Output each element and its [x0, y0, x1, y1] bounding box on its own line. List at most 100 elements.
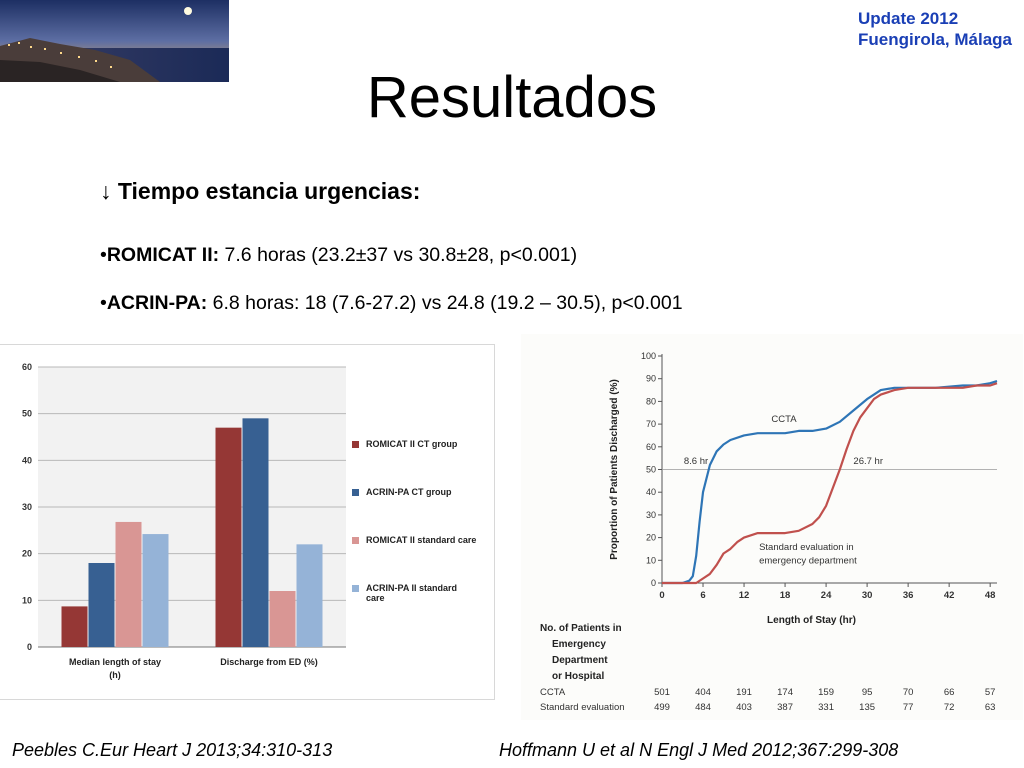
table-cell: 404: [695, 687, 711, 698]
bar: [242, 418, 269, 647]
bar: [142, 534, 169, 647]
legend-swatch: [352, 537, 359, 544]
x-tick-label: 0: [659, 590, 664, 601]
bullet-romicat-text: 7.6 horas (23.2±37 vs 30.8±28, p<0.001): [219, 244, 578, 266]
citation-left: Peebles C.Eur Heart J 2013;34:310-313: [12, 740, 333, 760]
bullet-romicat: •ROMICAT II: 7.6 horas (23.2±37 vs 30.8±…: [100, 244, 578, 266]
x-tick-label: 12: [739, 590, 750, 601]
table-title-line: or Hospital: [552, 671, 604, 682]
header-photo: [0, 0, 229, 82]
table-cell: 501: [654, 687, 670, 698]
table-title-line: Department: [552, 655, 608, 666]
update-location: Fuengirola, Málaga: [858, 30, 1012, 49]
x-tick-label: 18: [780, 590, 791, 601]
x-category-label: Discharge from ED (%): [220, 657, 318, 667]
annotation-ccta-median: 8.6 hr: [684, 456, 708, 467]
table-row-label: Standard evaluation: [540, 702, 625, 713]
section-heading: ↓ Tiempo estancia urgencias:: [100, 178, 420, 205]
down-arrow-icon: ↓: [100, 178, 112, 204]
y-tick-label: 60: [22, 362, 32, 372]
table-title-line: No. of Patients in: [540, 623, 622, 634]
y-tick-label: 90: [646, 374, 656, 384]
section-heading-text: Tiempo estancia urgencias:: [117, 178, 421, 204]
x-tick-label: 36: [903, 590, 914, 601]
slide-title: Resultados: [366, 65, 658, 130]
legend-label: ROMICAT II standard care: [366, 535, 476, 545]
x-tick-label: 48: [985, 590, 996, 601]
line-chart-panel: 0 10 20 30 40 50 60 70 80 90 100 0 6 12 18 24 30 36 42 48 Le…: [521, 334, 1023, 720]
y-tick-label: 10: [22, 595, 32, 605]
legend-swatch: [352, 489, 359, 496]
legend-swatch: [352, 585, 359, 592]
y-tick-label: 50: [22, 409, 32, 419]
table-cell: 403: [736, 702, 752, 713]
citation-right: Hoffmann U et al N Engl J Med 2012;367:2…: [499, 740, 899, 760]
table-cell: 63: [985, 702, 996, 713]
y-tick-label: 40: [22, 455, 32, 465]
y-tick-label: 60: [646, 442, 656, 452]
y-tick-label: 20: [22, 549, 32, 559]
x-category-label-unit: (h): [109, 670, 121, 680]
table-cell: 191: [736, 687, 752, 698]
y-tick-label: 80: [646, 396, 656, 406]
annotation-standard-label-1: Standard evaluation in: [759, 542, 854, 553]
line-chart: 0 10 20 30 40 50 60 70 80 90 100 0 6 12 18 24 30 36 42 48 Le…: [521, 334, 1023, 720]
bar-chart: 0 10 20 30 40 50 60 Median length of stay (h) Dis…: [22, 362, 476, 680]
x-category-label: Median length of stay: [69, 657, 161, 667]
table-cell: 95: [862, 687, 873, 698]
y-tick-label: 10: [646, 555, 656, 565]
bullet-acrin-label: ACRIN-PA:: [106, 292, 208, 314]
table-cell: 174: [777, 687, 793, 698]
bar: [88, 563, 115, 647]
bullet-acrin: •ACRIN-PA: 6.8 horas: 18 (7.6-27.2) vs 2…: [100, 292, 683, 314]
legend-label: ACRIN-PA CT group: [366, 487, 452, 497]
table-cell: 387: [777, 702, 793, 713]
table-cell: 331: [818, 702, 834, 713]
table-cell: 72: [944, 702, 955, 713]
y-tick-label: 0: [27, 642, 32, 652]
y-tick-label: 40: [646, 487, 656, 497]
table-cell: 57: [985, 687, 996, 698]
bullet-romicat-label: ROMICAT II:: [106, 244, 220, 266]
table-cell: 66: [944, 687, 955, 698]
bullet-acrin-text: 6.8 horas: 18 (7.6-27.2) vs 24.8 (19.2 –…: [207, 292, 683, 314]
legend-label: ACRIN-PA II standard: [366, 583, 457, 593]
table-cell: 70: [903, 687, 914, 698]
x-tick-label: 6: [700, 590, 705, 601]
table-title-line: Emergency: [552, 639, 606, 650]
legend-swatch: [352, 441, 359, 448]
update-label: Update 2012 Fuengirola, Málaga: [858, 8, 1012, 50]
table-cell: 499: [654, 702, 670, 713]
y-tick-label: 100: [641, 351, 656, 361]
annotation-ccta-label: CCTA: [771, 414, 797, 425]
legend-label: ROMICAT II CT group: [366, 439, 458, 449]
x-tick-label: 42: [944, 590, 955, 601]
x-axis-title: Length of Stay (hr): [767, 615, 856, 626]
x-tick-label: 30: [862, 590, 873, 601]
y-axis-title: Proportion of Patients Discharged (%): [609, 379, 620, 560]
bar: [61, 606, 88, 647]
annotation-standard-label-2: emergency department: [759, 556, 857, 567]
x-tick-label: 24: [821, 590, 832, 601]
y-tick-label: 30: [646, 510, 656, 520]
annotation-standard-median: 26.7 hr: [853, 456, 883, 467]
y-tick-label: 0: [651, 578, 656, 588]
table-cell: 484: [695, 702, 711, 713]
table-cell: 159: [818, 687, 834, 698]
panel-background: [521, 334, 1023, 720]
legend-label: care: [366, 593, 385, 603]
bar: [115, 521, 142, 647]
update-year: Update 2012: [858, 9, 959, 28]
bar: [269, 591, 296, 647]
y-tick-label: 30: [22, 502, 32, 512]
y-tick-label: 70: [646, 419, 656, 429]
bar: [215, 427, 242, 647]
table-row-label: CCTA: [540, 687, 566, 698]
table-cell: 135: [859, 702, 875, 713]
bar: [296, 544, 323, 647]
y-tick-label: 20: [646, 533, 656, 543]
y-tick-label: 50: [646, 465, 656, 475]
bar-chart-panel: 0 10 20 30 40 50 60 Median length of stay (h) Dis…: [0, 344, 495, 700]
standard-line: [662, 382, 998, 585]
table-cell: 77: [903, 702, 914, 713]
